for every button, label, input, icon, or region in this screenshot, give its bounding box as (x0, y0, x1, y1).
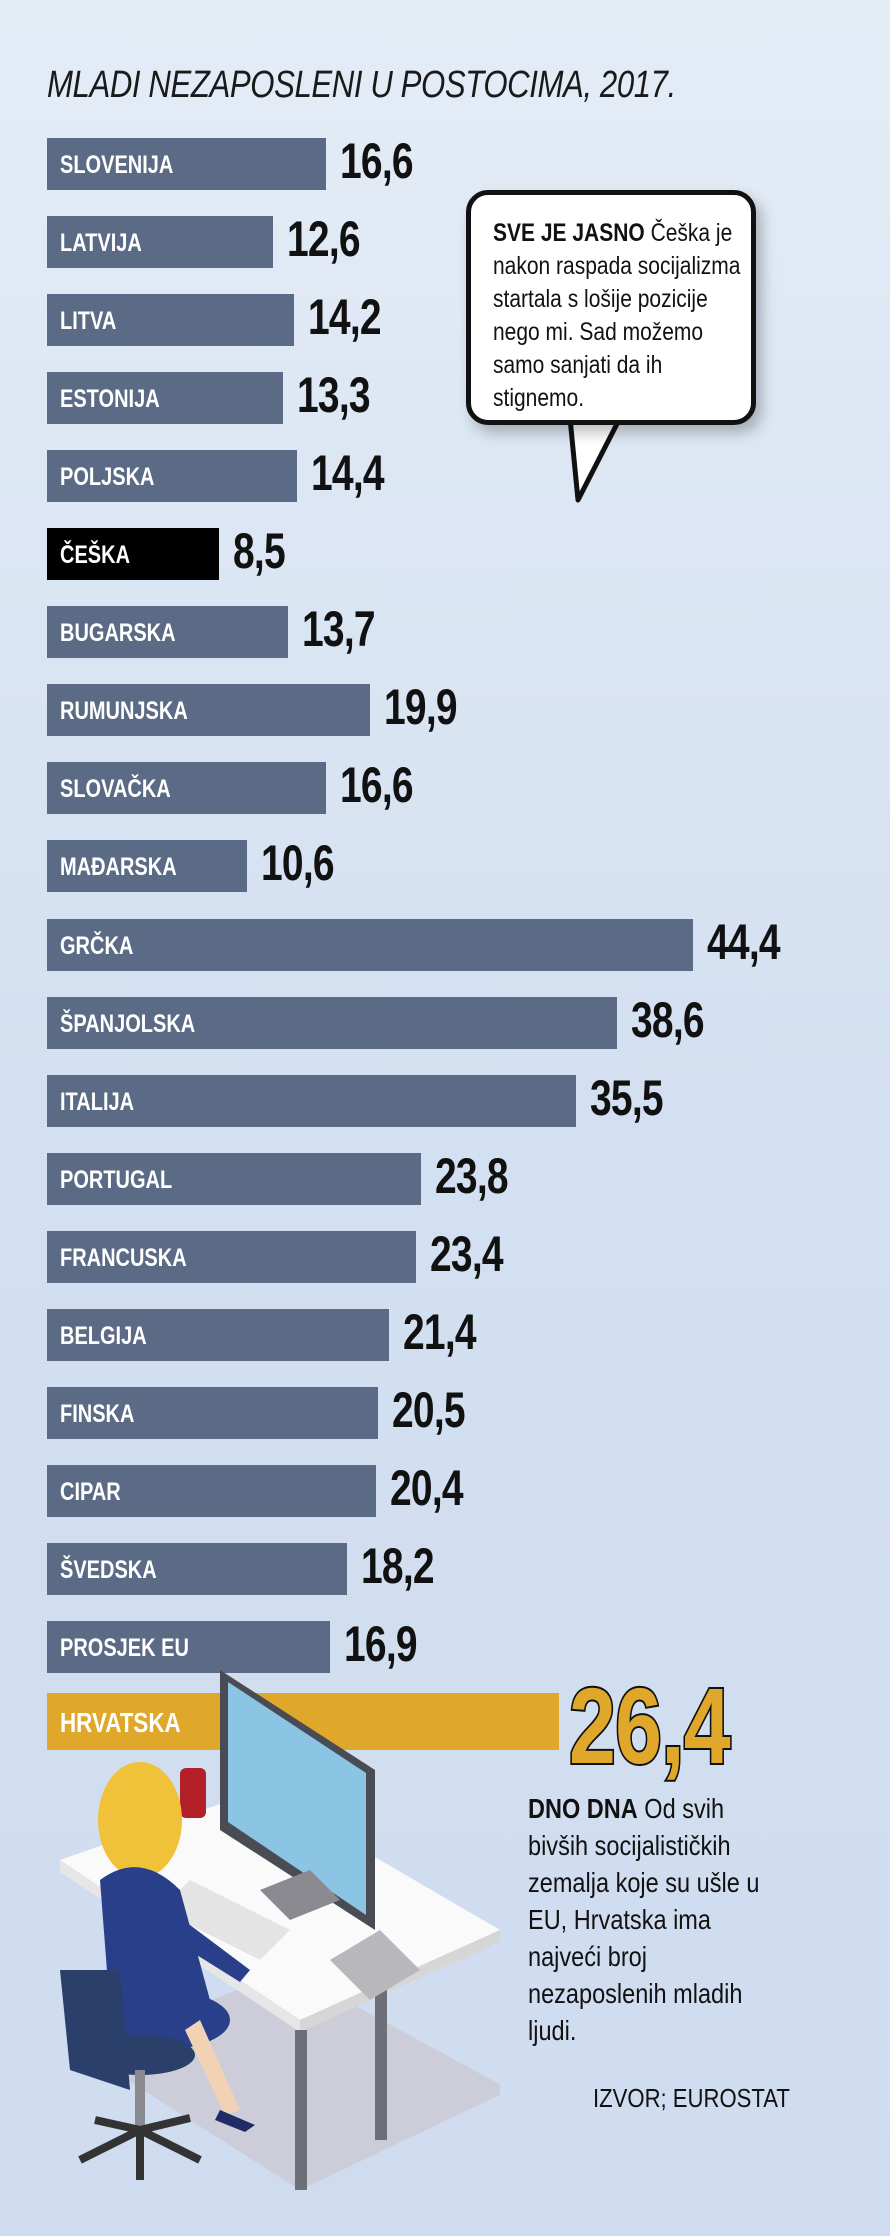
bar: SLOVENIJA (47, 138, 327, 190)
value-label: 12,6 (287, 211, 361, 268)
bubble-text: Češka je nakon raspada socija­lizma star… (493, 219, 741, 412)
bar: FRANCUSKA (47, 1230, 416, 1283)
category-label: LATVIJA (60, 229, 142, 258)
bar: ČEŠKA (47, 528, 220, 581)
value-label: 16,6 (340, 757, 414, 814)
value-label: 21,4 (403, 1303, 477, 1360)
category-label: PORTUGAL (60, 1165, 173, 1194)
category-label: ESTONIJA (60, 385, 160, 414)
bar: BUGARSKA (47, 606, 288, 659)
value-label: 18,2 (361, 1537, 435, 1594)
category-label: FRANCUSKA (60, 1243, 187, 1272)
value-label: 16,6 (340, 133, 414, 189)
category-label: FINSKA (60, 1399, 135, 1428)
value-label: 19,9 (383, 679, 458, 736)
speech-bubble: SVE JE JASNO Češka je nakon raspada soci… (466, 190, 756, 425)
bar: ŠPANJOLSKA (47, 996, 617, 1049)
value-label: 8,5 (233, 523, 286, 580)
source-label: IZVOR; EUROSTAT (593, 2083, 790, 2113)
note-text: DNO DNA Od svih bivših socijalističkih z… (528, 1790, 828, 2049)
bar: SLOVAČKA (47, 762, 327, 815)
bar: MAĐARSKA (47, 840, 247, 893)
bubble-lead: SVE JE JASNO (493, 219, 645, 247)
category-label: MAĐARSKA (60, 853, 177, 882)
category-label: GRČKA (60, 931, 134, 960)
category-label: PROSJEK EU (60, 1633, 189, 1662)
bar: GRČKA (47, 918, 694, 971)
value-label: 23,8 (435, 1147, 509, 1204)
category-label: LITVA (60, 307, 117, 336)
bar: CIPAR (47, 1464, 377, 1517)
bar: ŠVEDSKA (47, 1542, 348, 1595)
bar: POLJSKA (47, 450, 298, 503)
bar: LATVIJA (47, 216, 274, 269)
category-label: HRVATSKA (60, 1707, 181, 1738)
note-body: Od svih bivših socijalističkih zemalja k… (528, 1793, 760, 2046)
category-label: ŠVEDSKA (60, 1555, 157, 1584)
speech-bubble-tail (567, 418, 623, 503)
bar: BELGIJA (47, 1308, 390, 1361)
bar: ESTONIJA (47, 372, 283, 425)
office-worker-illustration (60, 1670, 500, 2190)
value-label: 14,2 (308, 289, 382, 346)
category-label: BELGIJA (60, 1321, 147, 1350)
value-label: 20,5 (391, 1381, 466, 1438)
bar: FINSKA (47, 1386, 378, 1439)
category-label: ČEŠKA (60, 541, 131, 570)
value-label: 38,6 (630, 991, 705, 1048)
category-label: ŠPANJOLSKA (60, 1009, 196, 1038)
bar: PORTUGAL (47, 1152, 422, 1205)
bar: RUMUNJSKA (47, 684, 370, 737)
value-label: 14,4 (311, 445, 385, 502)
category-label: SLOVENIJA (60, 151, 174, 179)
value-label: 13,7 (301, 601, 376, 658)
value-label: 16,9 (344, 1615, 418, 1672)
bar: LITVA (47, 294, 295, 347)
bar: ITALIJA (47, 1074, 576, 1127)
category-label: BUGARSKA (60, 619, 176, 648)
category-label: SLOVAČKA (60, 775, 171, 804)
category-label: ITALIJA (60, 1087, 135, 1116)
bar: PROSJEK EU (47, 1620, 331, 1673)
category-label: RUMUNJSKA (60, 697, 188, 726)
chart-title: MLADI NEZAPOSLENI U POSTOCIMA, 2017. (47, 64, 676, 106)
value-label: 13,3 (296, 367, 371, 424)
note-lead: DNO DNA (528, 1793, 638, 1824)
value-label: 35,5 (589, 1069, 664, 1126)
category-label: POLJSKA (60, 463, 155, 492)
value-label: 44,4 (707, 913, 781, 970)
category-label: CIPAR (60, 1477, 121, 1506)
value-label: 26,4 (567, 1663, 732, 1788)
value-label: 23,4 (429, 1225, 504, 1282)
value-label: 10,6 (260, 835, 335, 892)
value-label: 20,4 (390, 1459, 464, 1516)
